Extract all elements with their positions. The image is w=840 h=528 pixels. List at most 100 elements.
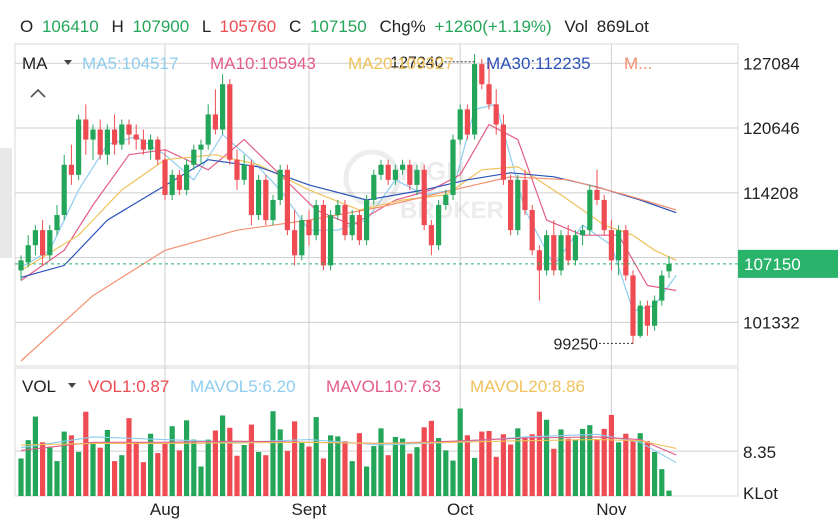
candle-body <box>356 215 362 241</box>
high-value: 107900 <box>132 17 189 36</box>
candle <box>479 59 485 90</box>
candle <box>54 205 60 236</box>
time-tick-label: Aug <box>150 500 180 519</box>
candle <box>133 124 139 150</box>
candle-body <box>54 215 60 231</box>
volume-legend: VOL VOL1:0.87 MAVOL5:6.20 MAVOL10:7.63 M… <box>22 377 585 396</box>
candle-body <box>342 205 348 236</box>
candle-body <box>198 144 204 150</box>
candle <box>508 174 514 236</box>
candle-body <box>529 210 535 251</box>
change-value: +1260(+1.19%) <box>434 17 551 36</box>
candle-body <box>234 159 240 180</box>
volume-bar <box>500 434 506 496</box>
volume-bar <box>421 427 427 496</box>
volume-bar <box>90 442 96 496</box>
candle-body <box>83 119 89 140</box>
ma-dropdown-icon[interactable] <box>64 60 72 65</box>
collapse-chevron-icon[interactable] <box>30 88 46 98</box>
candle <box>623 225 629 281</box>
volume-bar <box>666 490 672 496</box>
candle-body <box>479 64 485 85</box>
volume-bar <box>256 451 262 496</box>
candle-body <box>558 235 564 271</box>
volume-bar <box>270 411 276 496</box>
ma5-legend: MA5:104517 <box>82 54 178 73</box>
candle <box>198 139 204 165</box>
candle-body <box>522 179 528 211</box>
candle <box>457 104 463 145</box>
candle <box>587 184 593 236</box>
candle-body <box>162 159 168 195</box>
volume-bar <box>508 444 514 496</box>
candle-body <box>551 235 557 271</box>
close-label: C <box>289 17 301 36</box>
candle-body <box>616 230 622 261</box>
candle-body <box>601 199 607 231</box>
candle <box>392 164 398 185</box>
candle <box>205 104 211 150</box>
ma-legend: MA MA5:104517 MA10:105943 MA20:109327 MA… <box>22 54 652 73</box>
change-label: Chg% <box>379 17 425 36</box>
candle-body <box>464 109 470 135</box>
volume-bar <box>248 424 254 496</box>
volume-bar <box>76 451 82 496</box>
candle-body <box>457 109 463 140</box>
candle <box>666 256 672 278</box>
volume-bar <box>18 458 24 496</box>
candle-body <box>292 230 298 256</box>
candle <box>472 54 478 140</box>
vol-dropdown-icon[interactable] <box>68 383 76 388</box>
candle-body <box>270 199 276 221</box>
candle <box>112 114 118 155</box>
volume-bar <box>241 445 247 496</box>
candle <box>565 225 571 266</box>
candle <box>90 124 96 160</box>
candle-body <box>248 164 254 216</box>
volume-bar <box>212 430 218 496</box>
candle <box>443 189 449 211</box>
candle <box>248 159 254 226</box>
candle-body <box>385 164 391 180</box>
volume-bar <box>292 421 298 496</box>
candle-body <box>443 194 449 205</box>
last-price-tag <box>738 249 838 278</box>
candle-body <box>148 139 154 150</box>
candle <box>184 159 190 195</box>
candle-body <box>580 230 586 236</box>
candle <box>277 164 283 205</box>
volume-bar <box>486 431 492 496</box>
candle <box>191 144 197 170</box>
candle <box>61 154 67 221</box>
candle <box>342 199 348 241</box>
vol-selector[interactable]: VOL <box>22 377 56 396</box>
candle-body <box>572 235 578 261</box>
volume-bar <box>587 425 593 496</box>
candle-body <box>594 189 600 200</box>
candle-body <box>277 169 283 200</box>
candle-body <box>536 250 542 271</box>
candlesticks[interactable] <box>18 54 672 344</box>
time-tick-label: Sept <box>292 500 327 519</box>
candle <box>558 230 564 276</box>
volume-value: 869Lot <box>597 17 649 36</box>
volume-bar <box>54 461 60 496</box>
ma60-legend: M... <box>624 54 652 73</box>
candle <box>644 300 650 336</box>
volume-bars[interactable] <box>18 408 672 496</box>
candle-body <box>450 139 456 195</box>
ma-selector[interactable]: MA <box>22 54 48 73</box>
candle-body <box>378 164 384 175</box>
left-scroll-handle[interactable] <box>0 148 12 258</box>
volume-bar <box>277 429 283 496</box>
candle-body <box>623 230 629 276</box>
candle <box>594 169 600 205</box>
candle-body <box>515 179 521 231</box>
candle <box>328 210 334 271</box>
candle-body <box>126 124 132 135</box>
candle-body <box>400 164 406 170</box>
candle <box>212 89 218 135</box>
time-tick-label: Oct <box>447 500 474 519</box>
candle <box>544 230 550 276</box>
volume-bar <box>407 453 413 496</box>
